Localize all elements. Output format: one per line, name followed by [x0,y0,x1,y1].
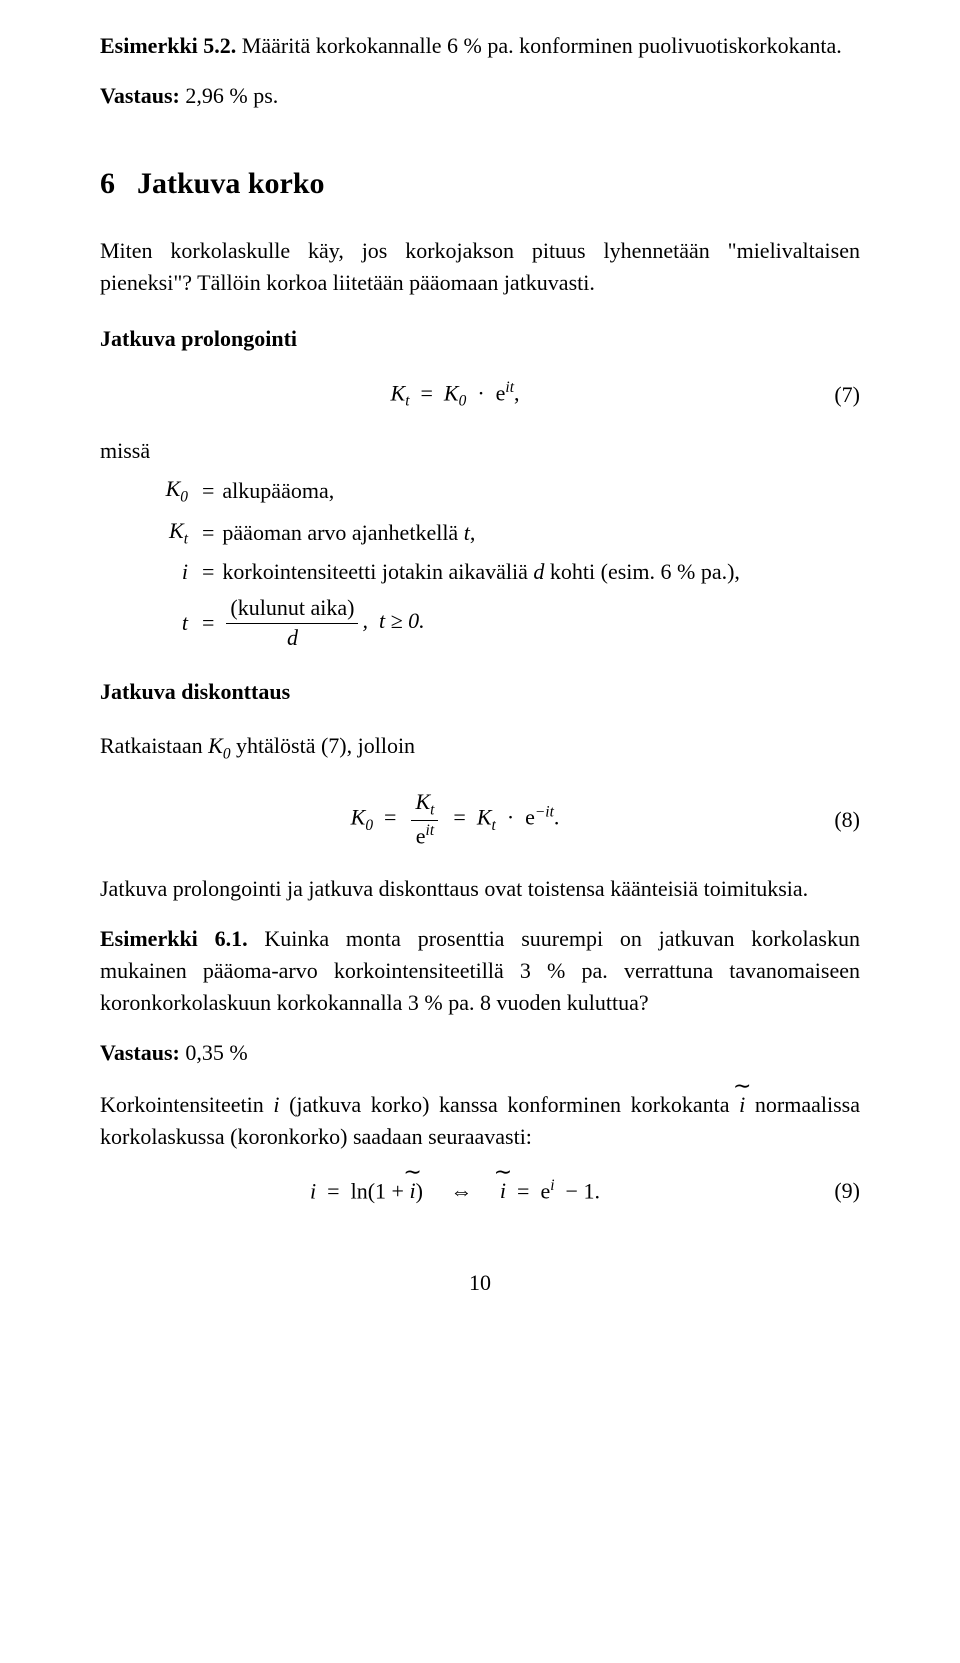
answer-5-2-label: Vastaus: [100,83,180,108]
section-6-heading: 6 Jatkuva korko [100,162,860,206]
after-eq8-text: Jatkuva prolongointi ja jatkuva diskontt… [100,873,860,905]
equation-8-label: (8) [810,804,860,836]
section-6-number: 6 [100,162,115,206]
answer-6-1-text: 0,35 % [180,1040,248,1065]
section-6-title: Jatkuva korko [137,167,325,200]
answer-6-1-label: Vastaus: [100,1040,180,1065]
equation-7-body: Kt = K0 · eit, [100,377,810,413]
def-K0: K0 = alkupääoma, [144,473,860,509]
def-i: i = korkointensiteetti jotakin aikaväliä… [144,556,860,588]
def-t: t = (kulunut aika) d , t ≥ 0. [144,594,860,652]
konforminen-text: Korkointensiteetin i (jatkuva korko) kan… [100,1089,860,1153]
example-5-2-label: Esimerkki 5.2. [100,33,236,58]
equation-9-label: (9) [810,1175,860,1207]
equation-7: Kt = K0 · eit, (7) [100,377,860,413]
subhead-prolongointi: Jatkuva prolongointi [100,323,860,355]
equation-8: K0 = Kt eit = Kt · e−it. (8) [100,788,860,851]
example-6-1-label: Esimerkki 6.1. [100,926,248,951]
solve-K0-text: Ratkaistaan K0 yhtälöstä (7), jolloin [100,730,860,766]
def-Kt: Kt = pääoman arvo ajanhetkellä t, [144,515,860,551]
equation-8-body: K0 = Kt eit = Kt · e−it. [100,788,810,851]
definitions-list: K0 = alkupääoma, Kt = pääoman arvo ajanh… [144,473,860,653]
equation-7-label: (7) [810,379,860,411]
example-5-2: Esimerkki 5.2. Määritä korkokannalle 6 %… [100,30,860,62]
equation-9: i = ln(1 + ∼i) ⇔ ∼i = ei − 1. (9) [100,1175,860,1207]
answer-5-2-text: 2,96 % ps. [180,83,278,108]
example-5-2-text: Määritä korkokannalle 6 % pa. konformine… [236,33,841,58]
where-label: missä [100,435,860,467]
subhead-diskonttaus: Jatkuva diskonttaus [100,676,860,708]
page-number: 10 [100,1267,860,1299]
equation-9-body: i = ln(1 + ∼i) ⇔ ∼i = ei − 1. [100,1175,810,1207]
answer-6-1: Vastaus: 0,35 % [100,1037,860,1069]
example-6-1: Esimerkki 6.1. Kuinka monta prosenttia s… [100,923,860,1019]
section-6-intro: Miten korkolaskulle käy, jos korkojakson… [100,235,860,299]
answer-5-2: Vastaus: 2,96 % ps. [100,80,860,112]
